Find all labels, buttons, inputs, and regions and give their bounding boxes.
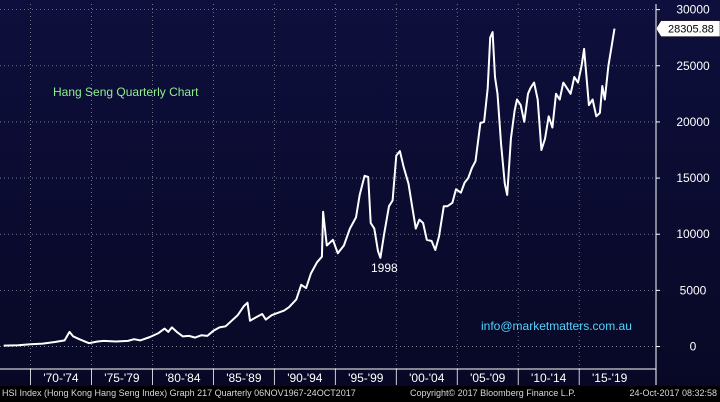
- footer-timestamp: 24-Oct-2017 08:32:58: [629, 388, 717, 398]
- y-tick-label: 10000: [676, 227, 710, 241]
- x-tick-label: '90-'94: [287, 371, 323, 385]
- footer-copyright: Copyright© 2017 Bloomberg Finance L.P.: [410, 388, 576, 398]
- axes: 0 5000 10000 15000 20000 25000 30000 '70-'74 '75…: [0, 3, 720, 385]
- chart-labels: Hang Seng Quarterly Chart 1998 info@mark…: [53, 85, 632, 333]
- x-tick-label: '95-'99: [348, 371, 384, 385]
- last-value-box: [655, 20, 720, 37]
- hang-seng-chart: 0 5000 10000 15000 20000 25000 30000 '70-'74 '75…: [0, 0, 720, 386]
- y-tick-label: 30000: [676, 3, 710, 17]
- chart-title: Hang Seng Quarterly Chart: [53, 85, 199, 99]
- gridlines: [0, 4, 656, 369]
- x-tick-label: '70-'74: [43, 371, 79, 385]
- footer-source: HSI Index (Hong Kong Hang Seng Index) Gr…: [2, 388, 356, 398]
- series-line: [3, 28, 616, 347]
- annotation-1998: 1998: [371, 261, 398, 275]
- x-tick-label: '75-'79: [104, 371, 140, 385]
- x-tick-label: '10-'14: [531, 371, 567, 385]
- series-layer: [3, 28, 616, 347]
- last-value-badge: 28305.88: [655, 20, 720, 37]
- x-tick-label: '05-'09: [470, 371, 506, 385]
- y-tick-label: 15000: [676, 171, 710, 185]
- y-tick-label: 5000: [680, 283, 707, 297]
- y-tick-label: 25000: [676, 59, 710, 73]
- y-tick-label: 20000: [676, 115, 710, 129]
- footer-bar: HSI Index (Hong Kong Hang Seng Index) Gr…: [0, 386, 720, 402]
- x-tick-label: '00-'04: [409, 371, 445, 385]
- y-tick-label: 0: [690, 340, 697, 354]
- x-tick-label: '80-'84: [165, 371, 201, 385]
- x-tick-label: '15-'19: [592, 371, 628, 385]
- website-link[interactable]: info@marketmatters.com.au: [481, 319, 632, 333]
- last-value-label: 28305.88: [668, 24, 714, 36]
- x-tick-label: '85-'89: [226, 371, 262, 385]
